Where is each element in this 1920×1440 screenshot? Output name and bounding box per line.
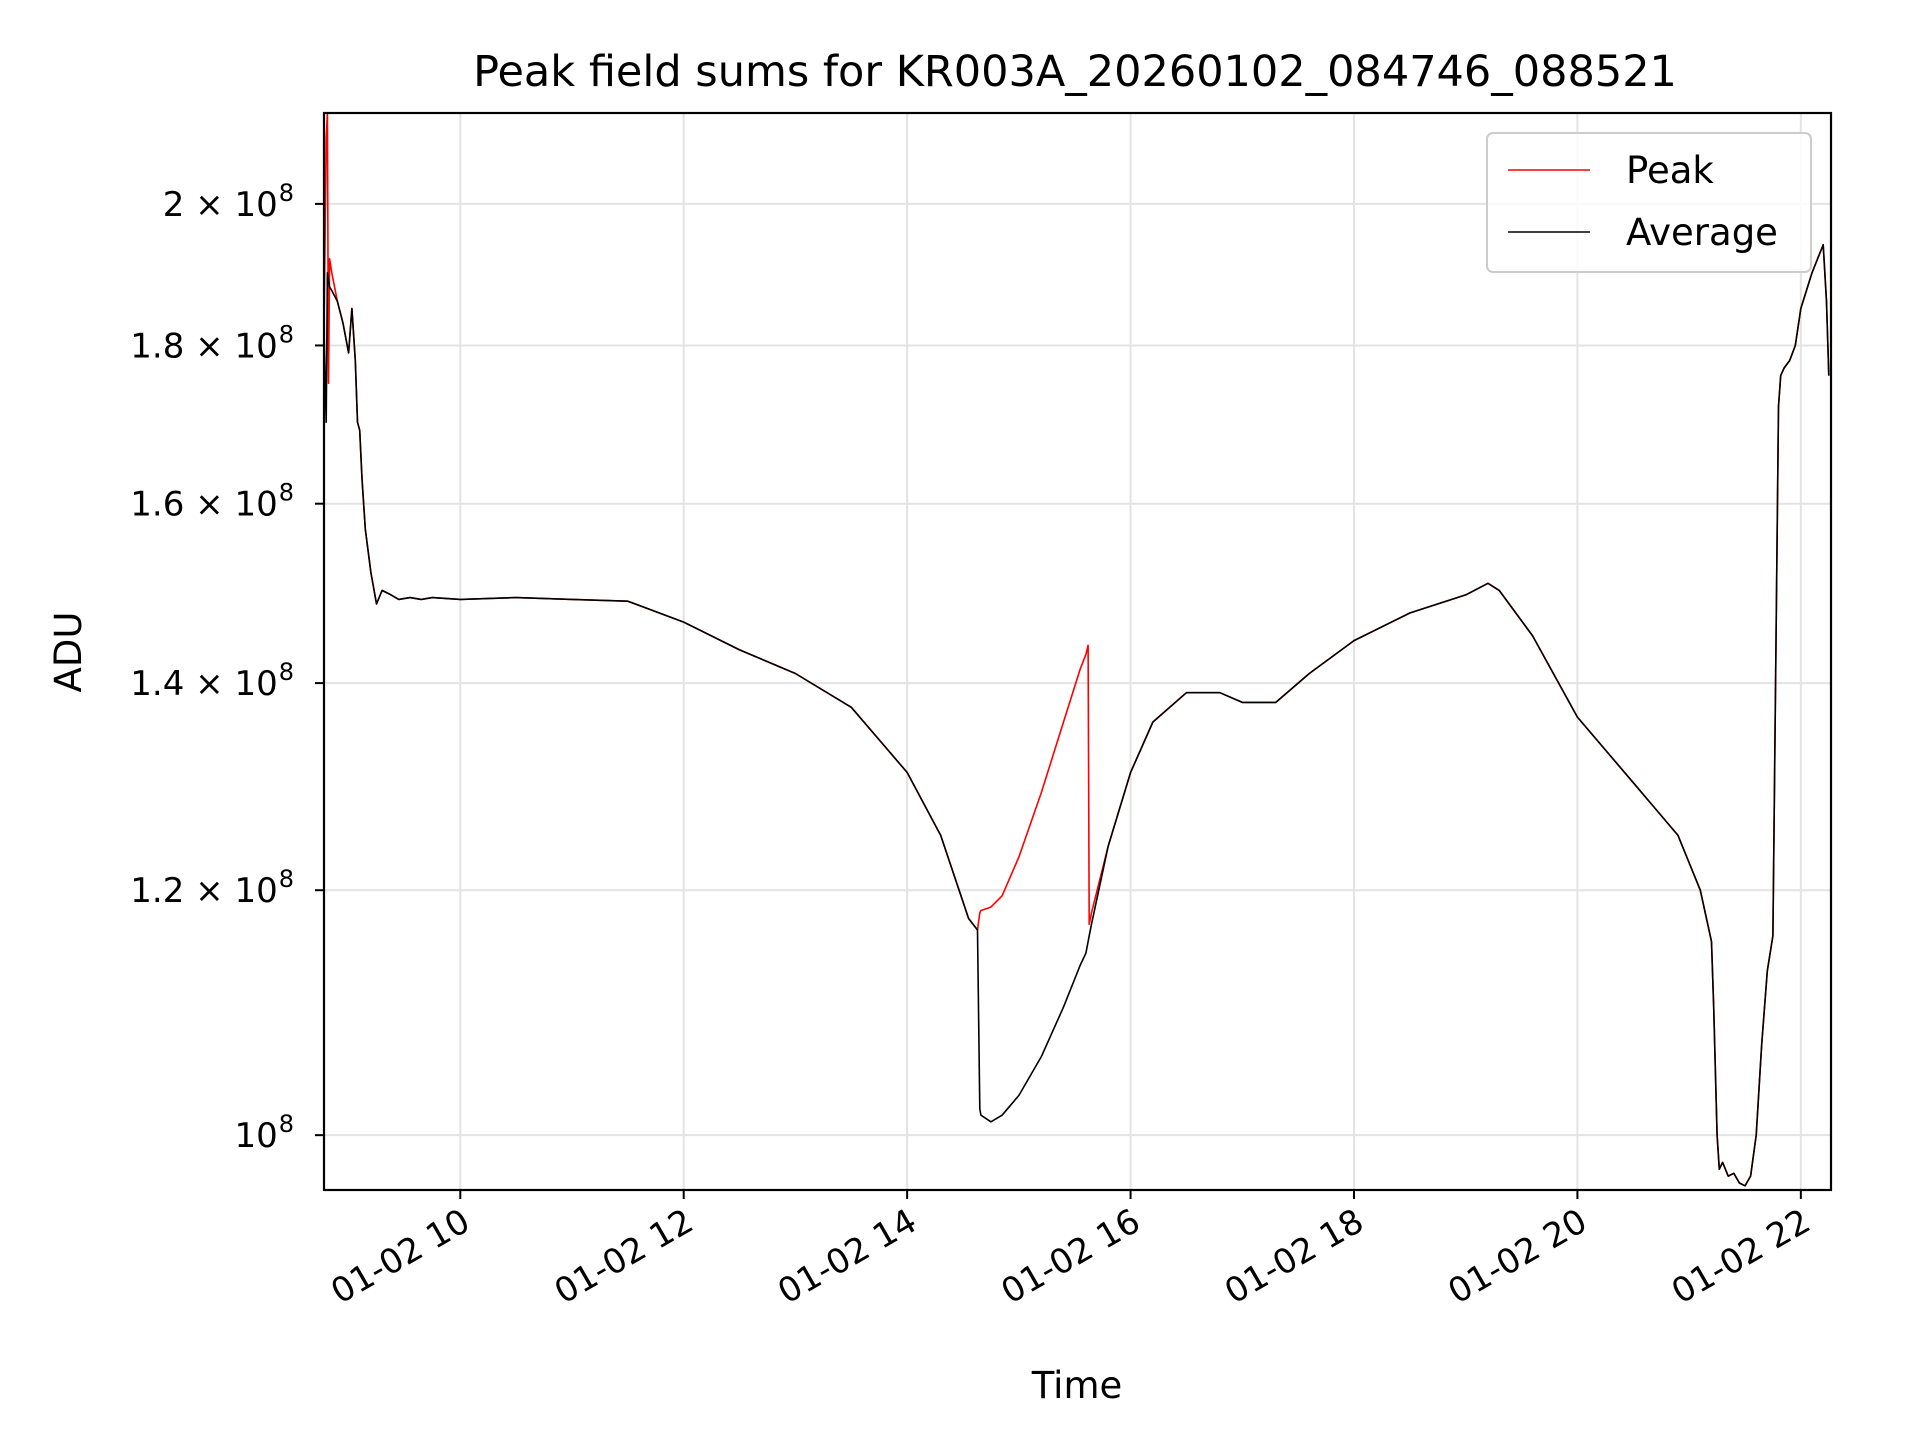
y-tick-label: 1.2 × 108 <box>130 865 294 911</box>
grid <box>324 113 1831 1190</box>
series-layer <box>324 113 1830 1187</box>
x-axis-label: Time <box>1031 1364 1123 1407</box>
y-tick-label: 1.6 × 108 <box>130 479 294 525</box>
legend: Peak Average <box>1486 132 1812 273</box>
axes-frame <box>322 111 1833 1192</box>
y-tick-label: 108 <box>234 1110 294 1156</box>
legend-label-peak: Peak <box>1626 149 1714 192</box>
legend-box <box>1486 132 1812 273</box>
y-axis: 108 1.2 × 108 1.4 × 108 1.6 × 108 1.8 × 108 2… <box>130 179 324 1156</box>
legend-label-average: Average <box>1626 211 1778 254</box>
y-axis-label: ADU <box>47 612 90 693</box>
y-tick-label: 2 × 108 <box>163 179 294 225</box>
chart-title: Peak field sums for KR003A_20260102_0847… <box>473 47 1677 97</box>
y-tick-label: 1.8 × 108 <box>130 320 294 366</box>
y-tick-label: 1.4 × 108 <box>130 658 294 704</box>
series-line-average <box>324 244 1830 1187</box>
